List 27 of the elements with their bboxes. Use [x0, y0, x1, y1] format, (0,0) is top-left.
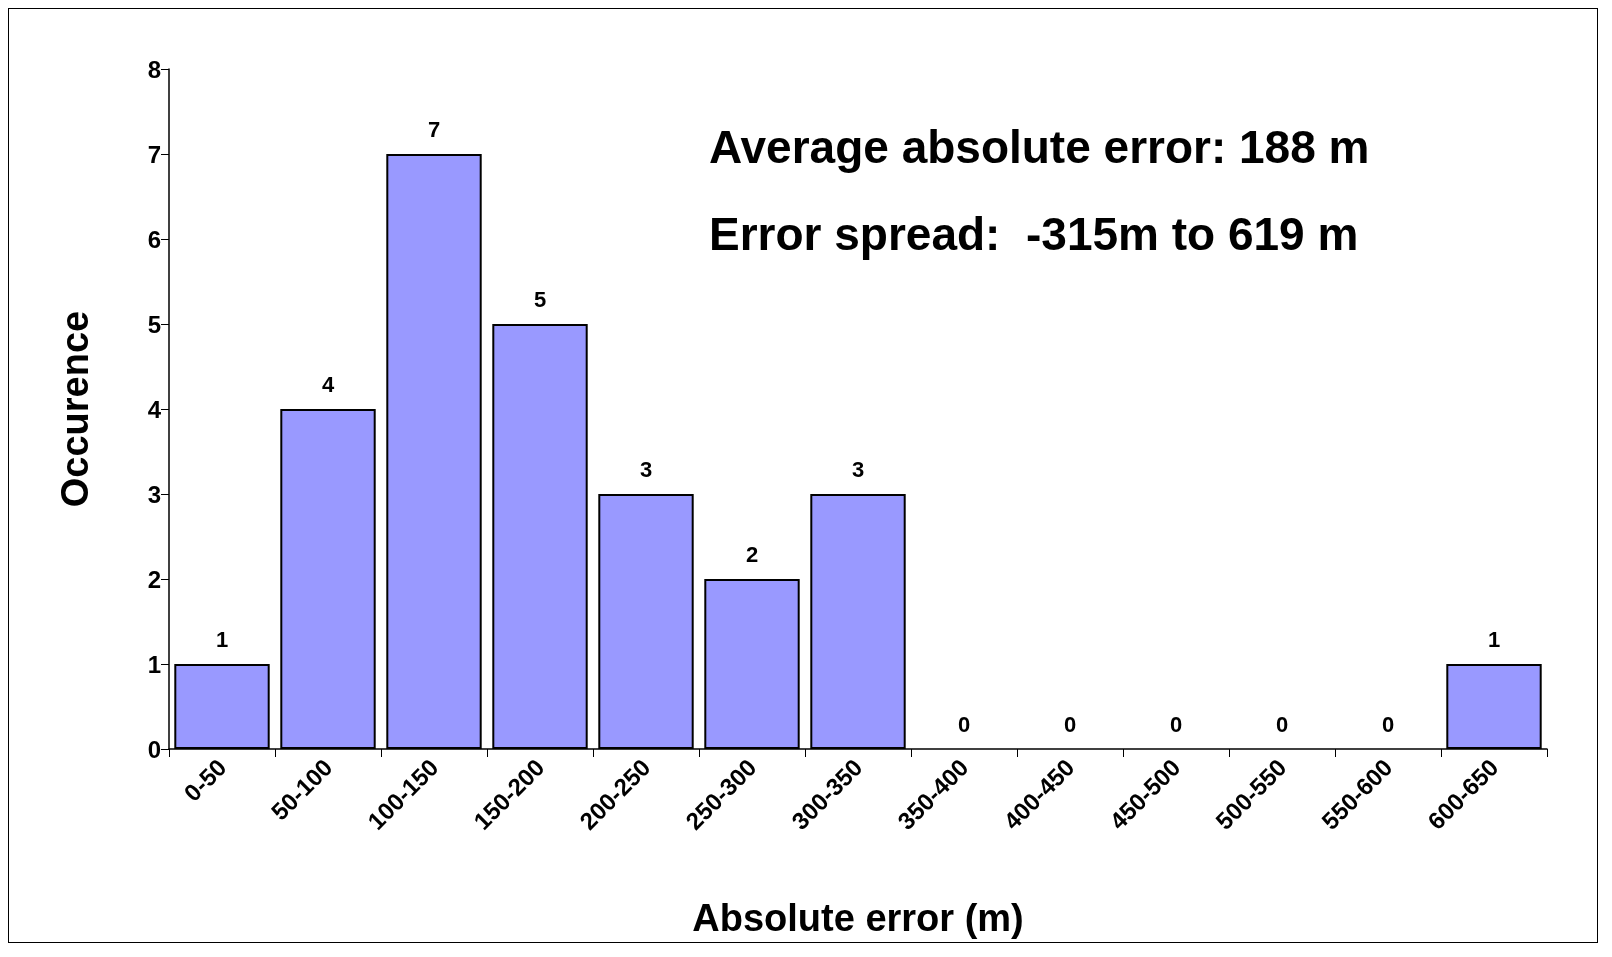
x-axis-title: Absolute error (m): [692, 897, 1024, 939]
data-label: 3: [851, 456, 865, 482]
data-label: 1: [215, 626, 229, 652]
y-tick-label: 8: [147, 55, 161, 83]
data-label: 0: [1381, 711, 1395, 737]
x-tick-label: 0-50: [178, 753, 232, 807]
y-tick-label: 7: [147, 140, 161, 168]
data-label: 1: [1487, 626, 1501, 652]
annotation: Error spread: -315m to 619 m: [709, 208, 1359, 260]
y-tick-label: 0: [147, 735, 161, 763]
y-axis-title: Occurence: [54, 310, 96, 508]
data-label: 0: [1063, 711, 1077, 737]
data-label: 0: [1169, 711, 1183, 737]
data-label: 7: [427, 116, 441, 142]
data-label: 3: [639, 456, 653, 482]
y-tick-label: 6: [147, 225, 161, 253]
data-label: 2: [745, 541, 759, 567]
data-label: 5: [533, 286, 547, 312]
y-tick-label: 2: [147, 565, 161, 593]
data-label: 0: [1275, 711, 1289, 737]
y-tick-label: 4: [147, 395, 162, 423]
y-tick-label: 5: [147, 310, 161, 338]
annotation: Average absolute error: 188 m: [709, 121, 1370, 173]
y-tick-label: 3: [147, 480, 161, 508]
data-label: 4: [321, 371, 335, 397]
y-tick-label: 1: [147, 650, 161, 678]
data-label: 0: [957, 711, 971, 737]
